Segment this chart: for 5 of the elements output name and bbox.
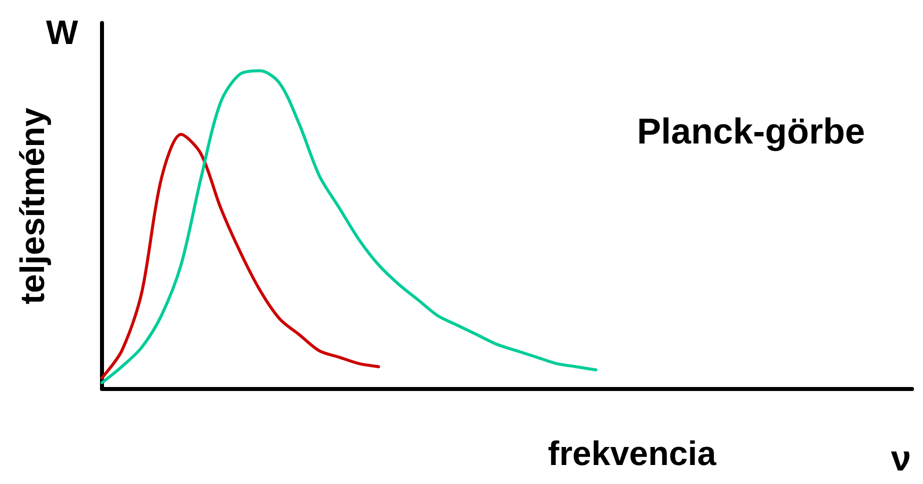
text: ν (890, 438, 912, 478)
y-axis-title: teljesítmény (14, 108, 52, 304)
x-axis-title: frekvencia (548, 435, 718, 473)
text: W (46, 14, 79, 52)
text: Planck-görbe (636, 110, 866, 152)
